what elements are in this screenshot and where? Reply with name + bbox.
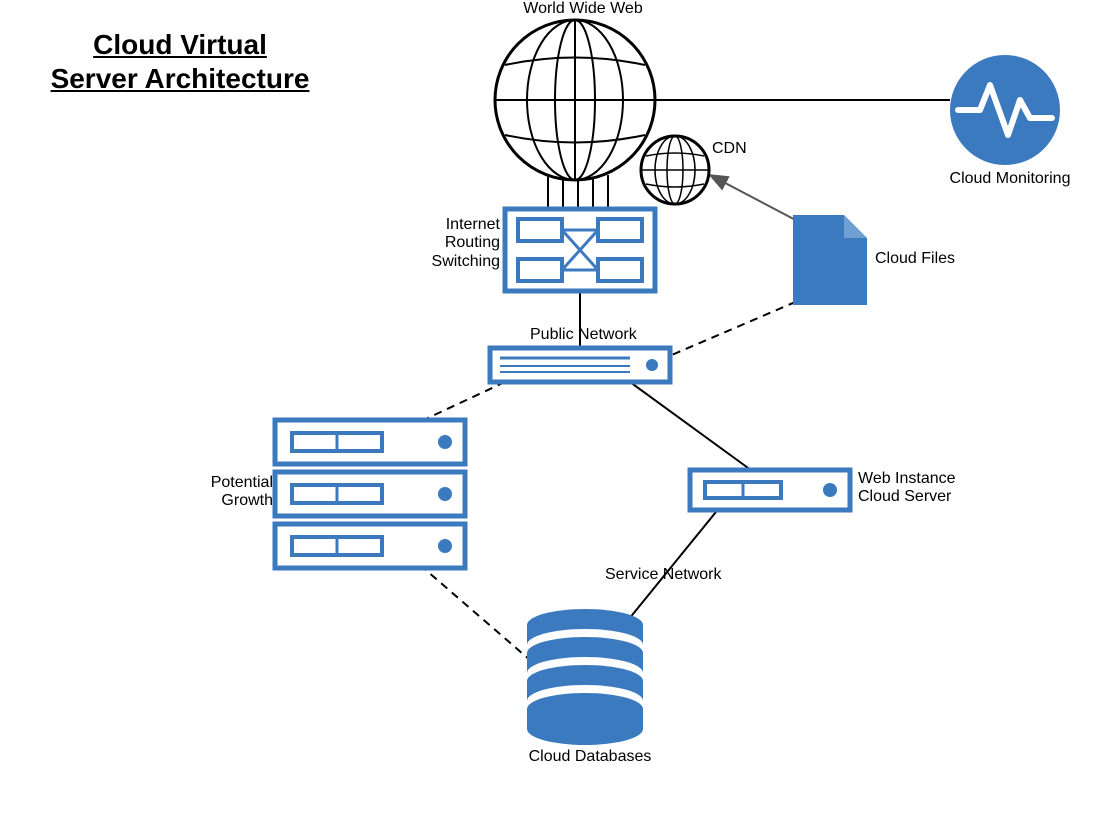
- label-growth: Potential Growth: [193, 474, 273, 511]
- label-db: Cloud Databases: [515, 748, 665, 766]
- diagram-canvas: [0, 0, 1099, 815]
- web-instance-icon: [690, 470, 850, 510]
- label-files: Cloud Files: [875, 250, 955, 268]
- cloud-files-icon: [793, 215, 867, 305]
- label-svcnet: Service Network: [605, 566, 721, 584]
- label-www: World Wide Web: [503, 0, 663, 18]
- potential-growth-icon: [275, 420, 465, 568]
- edge-pubnet-files: [660, 300, 800, 360]
- edge-pubnet-webinst: [630, 382, 755, 473]
- label-webinst: Web Instance Cloud Server: [858, 470, 956, 507]
- cloud-databases-icon: [527, 609, 643, 745]
- cdn-globe-icon: [641, 136, 709, 204]
- router-icon: [505, 209, 655, 291]
- monitoring-icon: [950, 55, 1060, 165]
- label-cdn: CDN: [712, 140, 747, 158]
- edge-growth-db: [420, 565, 530, 660]
- edge-files-cdn: [710, 175, 805, 225]
- label-pubnet: Public Network: [530, 326, 637, 344]
- label-monitor: Cloud Monitoring: [940, 170, 1080, 188]
- globe-icon: [495, 20, 655, 180]
- public-network-icon: [490, 348, 670, 382]
- label-router: Internet Routing Switching: [420, 216, 500, 271]
